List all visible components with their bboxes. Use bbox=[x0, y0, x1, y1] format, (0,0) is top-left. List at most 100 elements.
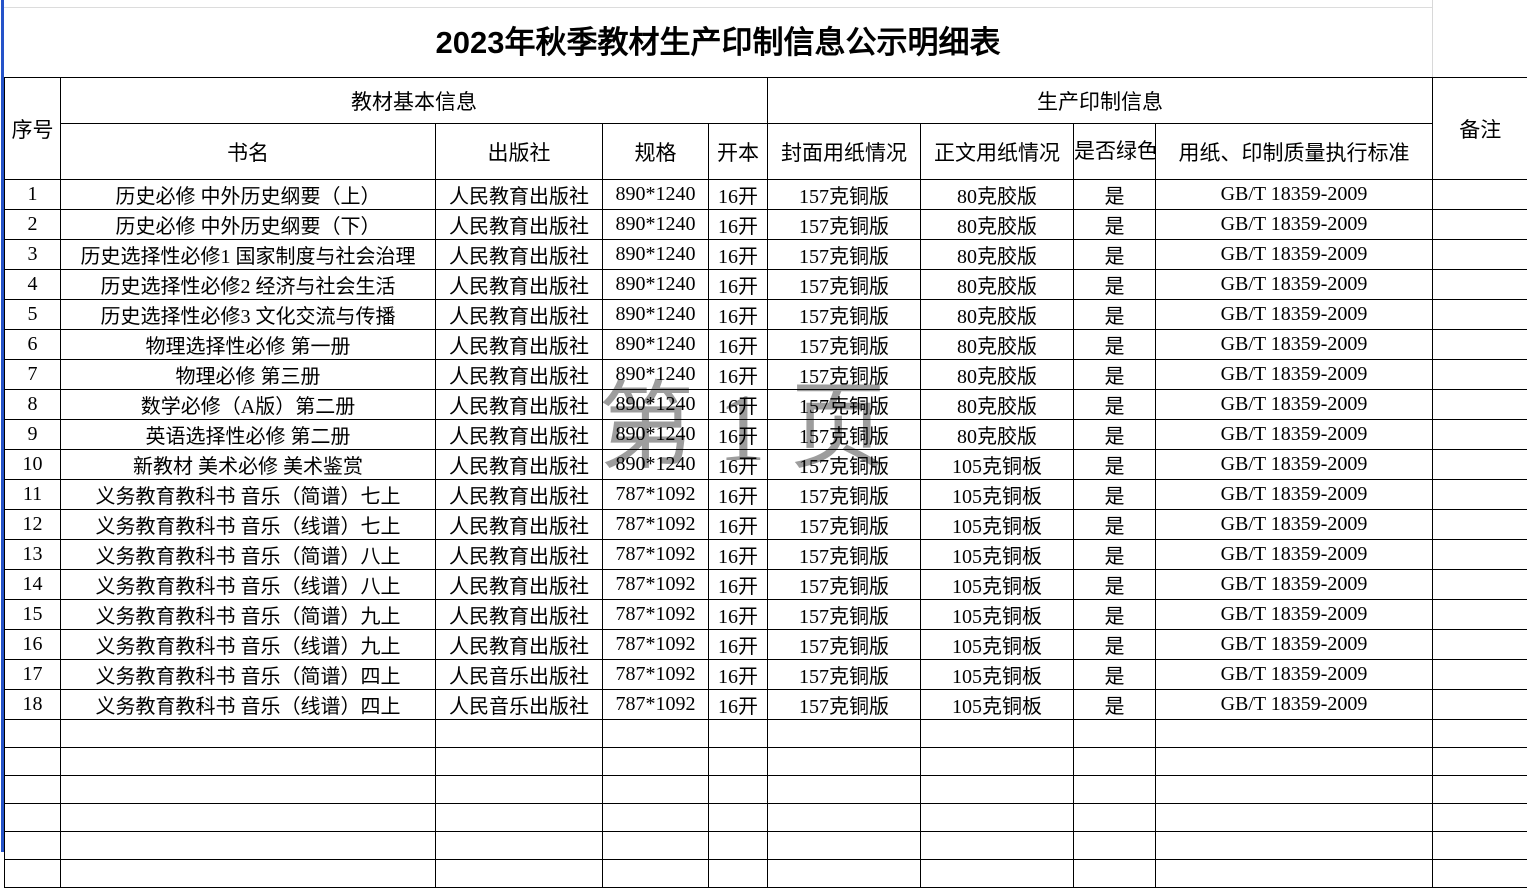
remark-cell bbox=[1433, 330, 1527, 360]
spec-cell: 787*1092 bbox=[603, 480, 709, 510]
remark-cell bbox=[1433, 390, 1527, 420]
book-title-cell: 物理必修 第三册 bbox=[61, 360, 436, 390]
spec-cell: 890*1240 bbox=[603, 300, 709, 330]
remark-cell bbox=[1433, 720, 1527, 748]
green-print-cell bbox=[1074, 804, 1156, 832]
serial-cell: 3 bbox=[5, 240, 61, 270]
textbook-print-info-table: 序号 教材基本信息 生产印制信息 备注 书名 出版社 规格 开本 封面用纸情况 … bbox=[4, 77, 1527, 888]
spec-cell bbox=[603, 832, 709, 860]
body-paper-cell: 105克铜板 bbox=[921, 450, 1074, 480]
standard-cell bbox=[1156, 776, 1433, 804]
book-title-cell: 义务教育教科书 音乐（线谱）四上 bbox=[61, 690, 436, 720]
cover-paper-cell: 157克铜版 bbox=[768, 540, 921, 570]
format-cell bbox=[709, 832, 768, 860]
serial-cell: 5 bbox=[5, 300, 61, 330]
book-title-cell: 义务教育教科书 音乐（线谱）八上 bbox=[61, 570, 436, 600]
book-title-cell: 英语选择性必修 第二册 bbox=[61, 420, 436, 450]
cover-paper-cell: 157克铜版 bbox=[768, 390, 921, 420]
cover-paper-cell: 157克铜版 bbox=[768, 180, 921, 210]
spec-cell: 787*1092 bbox=[603, 600, 709, 630]
serial-cell: 14 bbox=[5, 570, 61, 600]
book-title-cell: 数学必修（A版）第二册 bbox=[61, 390, 436, 420]
publisher-cell: 人民教育出版社 bbox=[436, 210, 603, 240]
publisher-cell: 人民教育出版社 bbox=[436, 300, 603, 330]
serial-cell: 18 bbox=[5, 690, 61, 720]
green-print-cell: 是 bbox=[1074, 600, 1156, 630]
spec-cell: 787*1092 bbox=[603, 570, 709, 600]
spec-cell: 890*1240 bbox=[603, 210, 709, 240]
spec-cell: 890*1240 bbox=[603, 180, 709, 210]
format-cell bbox=[709, 748, 768, 776]
format-cell: 16开 bbox=[709, 330, 768, 360]
body-paper-cell: 105克铜板 bbox=[921, 690, 1074, 720]
table-row bbox=[5, 860, 1527, 888]
spec-cell bbox=[603, 720, 709, 748]
format-cell: 16开 bbox=[709, 630, 768, 660]
standard-cell: GB/T 18359-2009 bbox=[1156, 180, 1433, 210]
body-paper-cell: 105克铜板 bbox=[921, 570, 1074, 600]
serial-cell: 9 bbox=[5, 420, 61, 450]
standard-cell: GB/T 18359-2009 bbox=[1156, 240, 1433, 270]
green-print-cell: 是 bbox=[1074, 540, 1156, 570]
faint-gridline-title-right bbox=[1432, 0, 1433, 77]
green-print-cell: 是 bbox=[1074, 480, 1156, 510]
format-cell: 16开 bbox=[709, 480, 768, 510]
header-quality-standard: 用纸、印制质量执行标准 bbox=[1156, 124, 1433, 180]
remark-cell bbox=[1433, 630, 1527, 660]
standard-cell: GB/T 18359-2009 bbox=[1156, 360, 1433, 390]
serial-cell bbox=[5, 720, 61, 748]
format-cell: 16开 bbox=[709, 270, 768, 300]
spec-cell: 787*1092 bbox=[603, 690, 709, 720]
green-print-cell: 是 bbox=[1074, 240, 1156, 270]
green-print-cell: 是 bbox=[1074, 420, 1156, 450]
remark-cell bbox=[1433, 540, 1527, 570]
table-row bbox=[5, 748, 1527, 776]
publisher-cell bbox=[436, 860, 603, 888]
green-print-cell: 是 bbox=[1074, 360, 1156, 390]
spec-cell: 890*1240 bbox=[603, 450, 709, 480]
spec-cell: 787*1092 bbox=[603, 630, 709, 660]
remark-cell bbox=[1433, 860, 1527, 888]
remark-cell bbox=[1433, 804, 1527, 832]
format-cell: 16开 bbox=[709, 450, 768, 480]
spec-cell: 787*1092 bbox=[603, 660, 709, 690]
remark-cell bbox=[1433, 776, 1527, 804]
book-title-cell bbox=[61, 832, 436, 860]
cover-paper-cell: 157克铜版 bbox=[768, 360, 921, 390]
cover-paper-cell: 157克铜版 bbox=[768, 330, 921, 360]
spec-cell: 787*1092 bbox=[603, 510, 709, 540]
green-print-cell: 是 bbox=[1074, 630, 1156, 660]
format-cell: 16开 bbox=[709, 660, 768, 690]
publisher-cell: 人民教育出版社 bbox=[436, 360, 603, 390]
header-book-title: 书名 bbox=[61, 124, 436, 180]
cover-paper-cell: 157克铜版 bbox=[768, 420, 921, 450]
remark-cell bbox=[1433, 300, 1527, 330]
cover-paper-cell bbox=[768, 804, 921, 832]
remark-cell bbox=[1433, 480, 1527, 510]
format-cell: 16开 bbox=[709, 420, 768, 450]
publisher-cell: 人民教育出版社 bbox=[436, 390, 603, 420]
format-cell bbox=[709, 720, 768, 748]
publisher-cell bbox=[436, 748, 603, 776]
book-title-cell: 义务教育教科书 音乐（简谱）七上 bbox=[61, 480, 436, 510]
remark-cell bbox=[1433, 210, 1527, 240]
page-boundary-line bbox=[1, 0, 4, 852]
green-print-cell: 是 bbox=[1074, 300, 1156, 330]
cover-paper-cell: 157克铜版 bbox=[768, 510, 921, 540]
header-serial: 序号 bbox=[5, 78, 61, 180]
body-paper-cell: 80克胶版 bbox=[921, 420, 1074, 450]
standard-cell bbox=[1156, 860, 1433, 888]
serial-cell bbox=[5, 860, 61, 888]
publisher-cell: 人民音乐出版社 bbox=[436, 690, 603, 720]
format-cell bbox=[709, 776, 768, 804]
format-cell: 16开 bbox=[709, 360, 768, 390]
cover-paper-cell bbox=[768, 776, 921, 804]
spec-cell: 787*1092 bbox=[603, 540, 709, 570]
format-cell: 16开 bbox=[709, 210, 768, 240]
standard-cell: GB/T 18359-2009 bbox=[1156, 510, 1433, 540]
